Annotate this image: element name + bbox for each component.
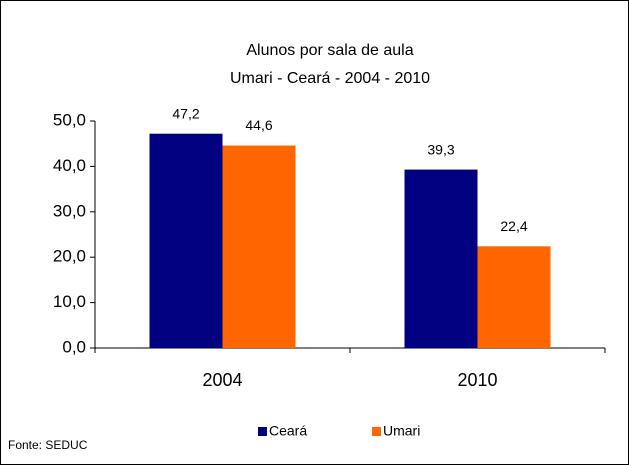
- x-tick-label: 2010: [457, 370, 497, 390]
- bar: [477, 246, 551, 348]
- legend-label: Umari: [383, 423, 420, 439]
- bar: [149, 133, 223, 348]
- y-tick-label: 30,0: [53, 201, 86, 220]
- y-tick-label: 0,0: [62, 337, 86, 356]
- legend-swatch: [258, 427, 267, 436]
- legend-label: Ceará: [269, 423, 307, 439]
- y-tick-label: 10,0: [53, 292, 86, 311]
- y-tick-label: 40,0: [53, 156, 86, 175]
- x-tick-label: 2004: [202, 370, 242, 390]
- bar: [222, 145, 296, 348]
- chart-subtitle: Umari - Ceará - 2004 - 2010: [230, 70, 430, 87]
- value-label: 44,6: [245, 117, 272, 133]
- value-label: 39,3: [427, 141, 454, 157]
- value-label: 47,2: [172, 105, 199, 121]
- bar: [404, 169, 478, 348]
- source-note: Fonte: SEDUC: [8, 438, 88, 452]
- y-tick-label: 50,0: [53, 110, 86, 129]
- chart-title: Alunos por sala de aula: [246, 42, 413, 59]
- legend-swatch: [372, 427, 381, 436]
- value-label: 22,4: [500, 218, 527, 234]
- y-tick-label: 20,0: [53, 247, 86, 266]
